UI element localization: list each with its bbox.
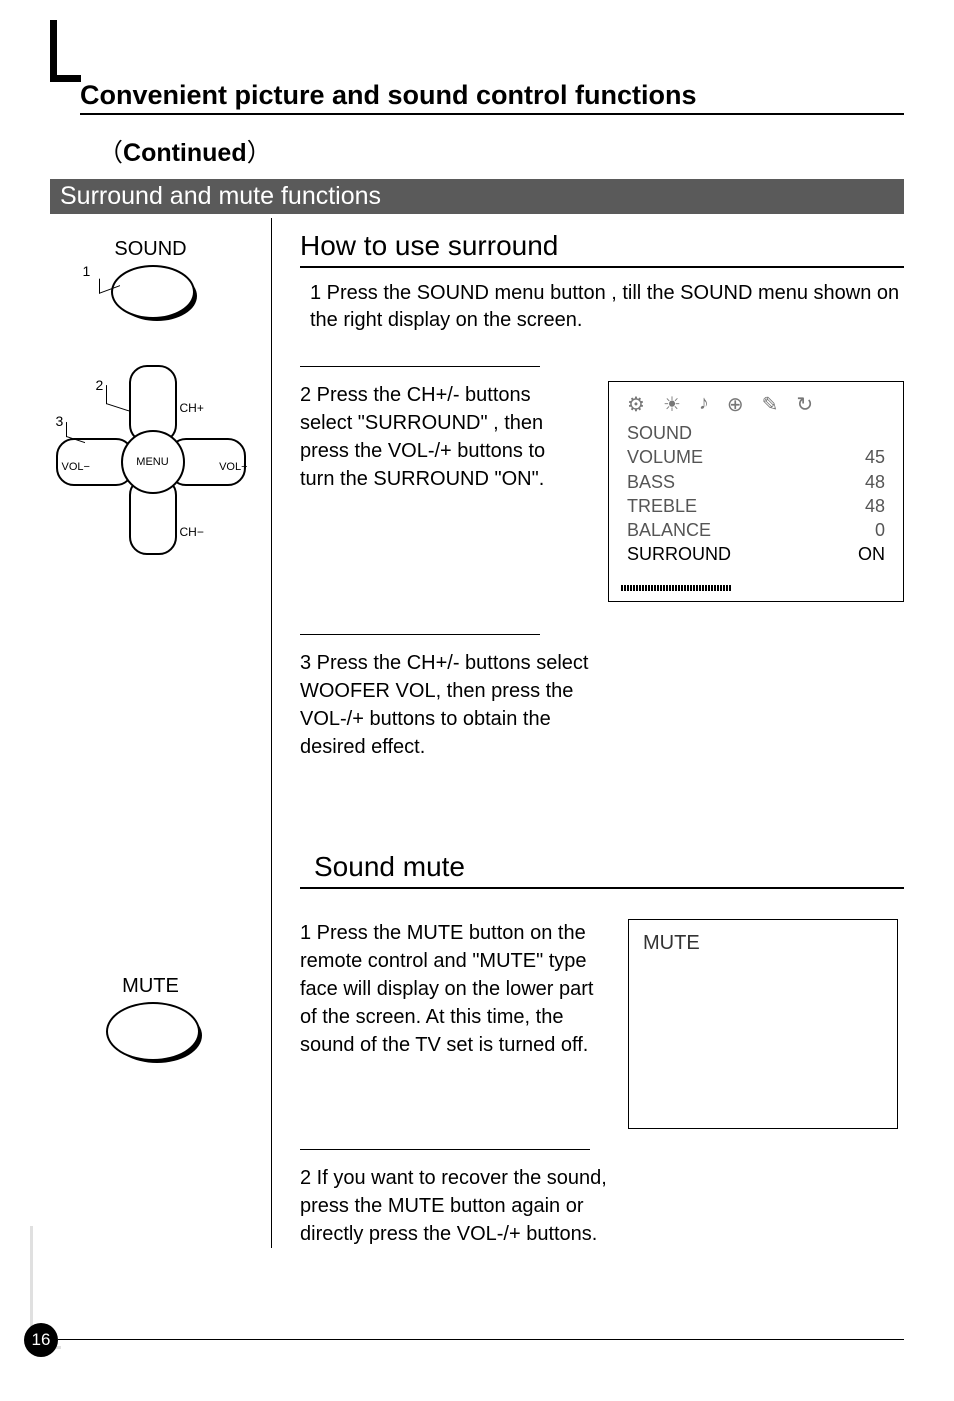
paren-open: （ — [98, 139, 123, 167]
mute-osd-panel: MUTE — [628, 919, 898, 1129]
osd-title: SOUND — [627, 421, 692, 445]
dpad-vol-plus: VOL+ — [219, 461, 247, 473]
mute-step-1: 1 Press the MUTE button on the remote co… — [300, 919, 600, 1059]
sound-button-illustration: SOUND 1 — [111, 238, 191, 315]
osd-title-row: SOUND — [621, 421, 891, 445]
surround-title-underline — [300, 266, 904, 268]
osd-progress-bar — [621, 585, 731, 591]
osd-icon: ↻ — [796, 392, 813, 417]
surround-step-3: 3 Press the CH+/- buttons select WOOFER … — [300, 649, 600, 761]
heading-underline — [80, 113, 904, 115]
continued-text: Continued — [123, 139, 247, 167]
section-heading: Convenient picture and sound control fun… — [80, 80, 904, 111]
osd-label: BASS — [627, 470, 675, 494]
osd-label: BALANCE — [627, 518, 711, 542]
osd-row: BASS 48 — [621, 470, 891, 494]
step-divider — [300, 1149, 590, 1151]
dpad-menu-label: MENU — [121, 430, 185, 494]
osd-row-highlight: SURROUND ON — [621, 542, 891, 566]
page-footer-line — [58, 1339, 904, 1341]
mute-title-underline — [300, 887, 904, 889]
osd-row: VOLUME 45 — [621, 445, 891, 469]
dpad-vol-minus: VOL− — [62, 461, 90, 473]
paren-close: ） — [247, 139, 272, 167]
right-content-column: How to use surround 1 Press the SOUND me… — [272, 218, 904, 1248]
lead-number-3: 3 — [56, 413, 64, 429]
osd-row: BALANCE 0 — [621, 518, 891, 542]
lead-number-2: 2 — [96, 377, 104, 393]
subsection-bar: Surround and mute functions — [50, 179, 904, 214]
sound-button-label: SOUND — [114, 238, 186, 261]
osd-icon: ✎ — [762, 392, 779, 417]
page-corner-bracket — [50, 20, 81, 82]
mute-step-2: 2 If you want to recover the sound, pres… — [300, 1164, 610, 1248]
osd-row: TREBLE 48 — [621, 494, 891, 518]
step-divider — [300, 634, 540, 636]
step-divider — [300, 366, 540, 368]
mute-button-shape — [106, 1002, 196, 1057]
dpad-illustration: MENU CH+ CH− VOL+ VOL− 2 3 — [56, 365, 246, 555]
osd-icon: ⊕ — [727, 392, 744, 417]
osd-value: 48 — [865, 494, 885, 518]
mute-osd-label: MUTE — [643, 932, 700, 954]
surround-title: How to use surround — [300, 230, 904, 262]
surround-step-1: 1 Press the SOUND menu button , till the… — [310, 280, 904, 334]
mute-button-label: MUTE — [122, 975, 179, 998]
osd-icon-row: ⚙ ☀ ♪ ⊕ ✎ ↻ — [621, 392, 891, 417]
osd-value: 0 — [875, 518, 885, 542]
osd-value: 45 — [865, 445, 885, 469]
osd-icon: ⚙ — [627, 392, 645, 417]
osd-icon: ☀ — [663, 392, 681, 417]
osd-label: TREBLE — [627, 494, 697, 518]
osd-label: VOLUME — [627, 445, 703, 469]
surround-step-2: 2 Press the CH+/- buttons select "SURROU… — [300, 381, 580, 493]
left-illustration-column: SOUND 1 MENU CH+ CH− VOL+ VOL− 2 — [50, 218, 272, 1248]
continued-label: （Continued） — [98, 133, 904, 169]
dpad-ch-plus: CH+ — [180, 401, 204, 415]
page-number: 16 — [24, 1323, 58, 1357]
mute-title: Sound mute — [314, 851, 904, 883]
sound-osd-panel: ⚙ ☀ ♪ ⊕ ✎ ↻ SOUND VOLUME 45 — [608, 381, 904, 602]
osd-icon: ♪ — [699, 392, 709, 417]
osd-value: ON — [858, 542, 885, 566]
dpad-ch-minus: CH− — [180, 525, 204, 539]
osd-label: SURROUND — [627, 542, 731, 566]
osd-value: 48 — [865, 470, 885, 494]
lead-number-1: 1 — [83, 263, 91, 279]
mute-button-illustration: MUTE — [106, 975, 196, 1057]
sound-button-shape: 1 — [111, 265, 191, 315]
